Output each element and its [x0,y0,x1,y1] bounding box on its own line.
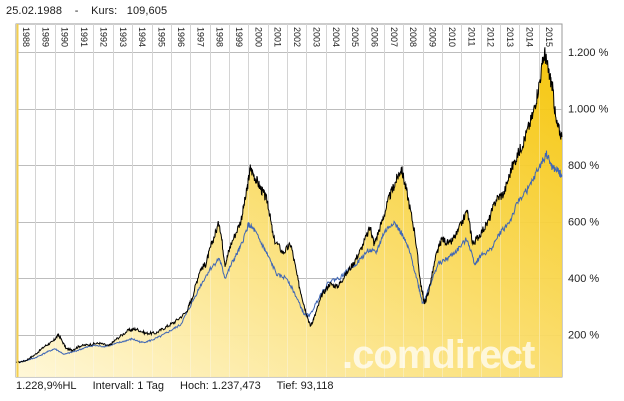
chart-header: 25.02.1988 - Kurs: 109,605 [6,5,167,17]
x-tick-label: 1991 [79,27,89,47]
footer-high: Hoch: 1.237,473 [180,380,261,392]
x-tick-label: 2002 [292,27,302,47]
main-series-area [16,47,562,378]
x-tick-label: 1992 [98,27,108,47]
x-tick-label: 1999 [234,27,244,47]
header-price-label: Kurs: [91,5,118,17]
x-tick-label: 2014 [524,27,534,47]
header-price-value: 109,605 [126,5,168,17]
x-tick-label: 2011 [466,27,476,46]
x-tick-label: 1998 [215,27,225,47]
x-tick-label: 2009 [428,27,438,47]
x-tick-label: 2015 [544,27,554,47]
x-tick-label: 1988 [21,27,31,47]
chart-footer: 1.228,9%HL Intervall: 1 Tag Hoch: 1.237,… [16,380,346,392]
x-tick-label: 2004 [331,27,341,47]
x-tick-label: 2012 [486,27,496,47]
x-tick-label: 1997 [195,27,205,47]
header-date: 25.02.1988 [6,5,63,17]
y-tick-label: 1.000 % [568,104,609,116]
x-tick-label: 1993 [118,27,128,47]
x-tick-label: 2013 [505,27,515,47]
x-tick-label: 1989 [40,27,50,47]
y-tick-label: 400 % [568,273,599,285]
x-tick-label: 2008 [408,27,418,47]
x-tick-label: 1996 [176,27,186,47]
comdirect-watermark: .comdirect [342,333,535,377]
x-tick-label: 2000 [253,27,263,47]
y-tick-label: 800 % [568,160,599,172]
footer-low: Tief: 93,118 [276,380,334,392]
x-tick-label: 2001 [273,27,283,47]
header-separator: - [74,5,79,17]
x-tick-label: 1990 [60,27,70,47]
y-tick-label: 600 % [568,217,599,229]
x-tick-label: 2007 [389,27,399,47]
x-tick-label: 2005 [350,27,360,47]
footer-interval[interactable]: Intervall: 1 Tag [92,380,164,392]
x-tick-label: 1995 [157,27,167,47]
y-tick-label: 200 % [568,330,599,342]
x-tick-label: 2006 [370,27,380,47]
benchmark-series-line [15,150,563,364]
x-tick-label: 2010 [447,27,457,47]
x-tick-label: 1994 [137,27,147,47]
y-tick-label: 1.200 % [568,47,609,59]
main-series-line [15,47,563,364]
footer-performance: 1.228,9%HL [16,380,77,392]
x-tick-label: 2003 [311,27,321,47]
